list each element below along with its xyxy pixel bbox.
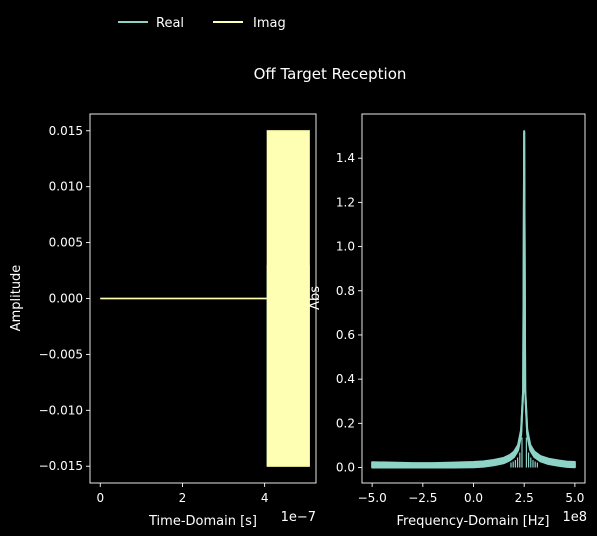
- frequency-domain-x-tick-label: 5.0: [565, 491, 584, 505]
- frequency-domain-x-tick-label: 2.5: [515, 491, 534, 505]
- frequency-domain-x-offset: 1e8: [562, 510, 587, 525]
- time-domain-y-tick-label: 0.005: [49, 236, 83, 250]
- magnitude-spectrum-line: [372, 131, 575, 467]
- frequency-domain-plot-area: [371, 130, 576, 469]
- frequency-domain-ticks: −5.0 −2.5 0.0 2.5 5.0 0.0 0.2 0.4 0.6 0.8 1.0 1.2 1.…: [336, 151, 585, 505]
- time-domain-y-tick-label: −0.010: [39, 403, 83, 417]
- frequency-domain-x-tick-label: 0.0: [464, 491, 483, 505]
- legend-real-label: Real: [156, 16, 184, 31]
- time-domain-x-label: Time-Domain [s]: [148, 514, 257, 529]
- legend: Real Imag: [118, 16, 286, 31]
- frequency-domain-y-label: Abs: [308, 286, 323, 310]
- time-domain-x-tick-label: 4: [261, 491, 269, 505]
- series-imag-burst: [266, 130, 310, 467]
- time-domain-x-tick-label: 0: [96, 491, 104, 505]
- time-domain-x-offset: 1e−7: [281, 510, 316, 525]
- frequency-domain-y-tick-label: 0.8: [336, 284, 355, 298]
- frequency-domain-y-tick-label: 1.4: [336, 151, 355, 165]
- time-domain-plot-area: [100, 130, 310, 467]
- frequency-domain-y-tick-label: 0.2: [336, 416, 355, 430]
- frequency-domain-panel: −5.0 −2.5 0.0 2.5 5.0 0.0 0.2 0.4 0.6 0.8 1.0 1.2 1.…: [308, 113, 587, 529]
- time-domain-y-tick-label: 0.015: [49, 124, 83, 138]
- time-domain-y-tick-label: −0.015: [39, 459, 83, 473]
- time-domain-x-tick-label: 2: [179, 491, 187, 505]
- frequency-domain-y-tick-label: 1.0: [336, 240, 355, 254]
- frequency-domain-x-tick-label: −5.0: [358, 491, 387, 505]
- time-domain-y-label: Amplitude: [9, 265, 24, 332]
- frequency-domain-y-tick-label: 0.4: [336, 372, 355, 386]
- frequency-domain-x-label: Frequency-Domain [Hz]: [397, 514, 550, 529]
- time-domain-panel: 0 2 4 −0.015 −0.010 −0.005 0.000 0.005 0.010 0.01…: [9, 113, 317, 529]
- time-domain-y-tick-label: −0.005: [39, 347, 83, 361]
- time-domain-y-tick-label: 0.000: [49, 292, 83, 306]
- frequency-domain-y-tick-label: 1.2: [336, 195, 355, 209]
- frequency-domain-y-tick-label: 0.6: [336, 328, 355, 342]
- frequency-domain-x-tick-label: −2.5: [408, 491, 437, 505]
- figure-title: Off Target Reception: [254, 65, 407, 83]
- magnitude-spectrum-band: [371, 130, 576, 469]
- frequency-domain-y-tick-label: 0.0: [336, 461, 355, 475]
- time-domain-ticks: 0 2 4 −0.015 −0.010 −0.005 0.000 0.005 0.010 0.01…: [39, 124, 269, 505]
- legend-imag-label: Imag: [253, 16, 286, 31]
- time-domain-y-tick-label: 0.010: [49, 180, 83, 194]
